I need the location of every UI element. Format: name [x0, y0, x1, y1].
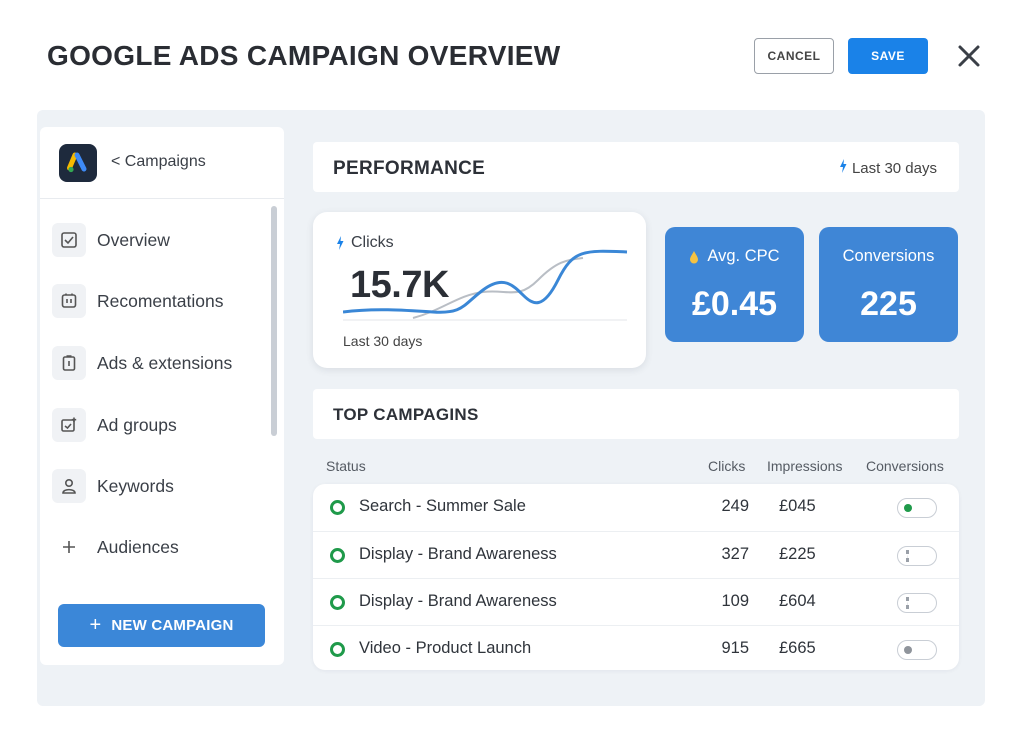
- campaign-name[interactable]: Search - Summer Sale: [359, 497, 526, 515]
- new-campaign-button[interactable]: + NEW CAMPAIGN: [58, 604, 265, 647]
- conversions-card: Conversions 225: [819, 227, 958, 342]
- new-campaign-label: NEW CAMPAIGN: [111, 617, 234, 634]
- clipboard-icon: [52, 346, 86, 380]
- table-row[interactable]: Display - Brand Awareness 109 £604: [313, 578, 959, 625]
- sidebar-item-recommendations[interactable]: Recomentations: [52, 280, 272, 322]
- cancel-button[interactable]: CANCEL: [754, 38, 834, 74]
- status-active-icon: [330, 500, 345, 515]
- back-to-campaigns-link[interactable]: < Campaigns: [111, 153, 206, 170]
- campaign-impressions: £665: [779, 639, 816, 657]
- sidebar-item-label: Ads & extensions: [97, 352, 233, 373]
- sidebar-item-label: Ad groups: [97, 414, 177, 435]
- performance-header: PERFORMANCE Last 30 days: [313, 142, 959, 192]
- close-icon[interactable]: [955, 42, 983, 70]
- conversion-toggle[interactable]: [897, 546, 937, 566]
- bolt-icon: [838, 158, 848, 178]
- plus-icon: +: [89, 614, 102, 636]
- checkbox-icon: [52, 223, 86, 257]
- sidebar-item-label: Keywords: [97, 475, 174, 496]
- clicks-label-text: Clicks: [351, 234, 394, 251]
- save-button[interactable]: SAVE: [848, 38, 928, 74]
- sidebar: < Campaigns Overview Recomentations Ads …: [40, 127, 284, 665]
- column-header-conversions[interactable]: Conversions: [866, 458, 944, 474]
- status-active-icon: [330, 595, 345, 610]
- avg-cpc-label-text: Avg. CPC: [707, 247, 780, 265]
- campaign-impressions: £604: [779, 592, 816, 610]
- toggle-knob: [906, 550, 909, 562]
- sidebar-item-overview[interactable]: Overview: [52, 219, 272, 261]
- clicks-card: Clicks 15.7K Last 30 days: [313, 212, 646, 368]
- folder-add-icon: [52, 408, 86, 442]
- avg-cpc-card: Avg. CPC £0.45: [665, 227, 804, 342]
- drop-icon: [690, 250, 699, 263]
- clicks-sub-label: Last 30 days: [343, 333, 423, 349]
- clicks-label: Clicks: [335, 234, 394, 252]
- date-range-label: Last 30 days: [851, 159, 937, 177]
- toggle-knob: [906, 597, 909, 609]
- clicks-value: 15.7K: [350, 264, 449, 306]
- conversion-toggle[interactable]: [897, 593, 937, 613]
- sidebar-scrollbar[interactable]: [271, 206, 277, 436]
- campaign-name[interactable]: Display - Brand Awareness: [359, 592, 557, 610]
- page-title: GOOGLE ADS CAMPAIGN OVERVIEW: [47, 40, 561, 71]
- lightbulb-icon: [52, 284, 86, 318]
- top-campaigns-title: TOP CAMPAGINS: [333, 405, 479, 424]
- sidebar-item-audiences[interactable]: Audiences: [52, 526, 272, 568]
- conversions-value: 225: [860, 285, 917, 323]
- google-ads-logo[interactable]: [59, 144, 97, 182]
- sidebar-item-keywords[interactable]: Keywords: [52, 465, 272, 507]
- sidebar-header: < Campaigns: [40, 127, 284, 199]
- bolt-icon: [337, 236, 344, 250]
- column-header-impressions[interactable]: Impressions: [767, 458, 843, 474]
- avg-cpc-value: £0.45: [691, 285, 778, 323]
- sidebar-item-label: Recomentations: [97, 290, 224, 311]
- conversion-toggle[interactable]: [897, 498, 937, 518]
- campaign-clicks: 915: [721, 639, 749, 657]
- conversions-label: Conversions: [842, 247, 935, 265]
- campaign-impressions: £045: [779, 497, 816, 515]
- conversion-toggle[interactable]: [897, 640, 937, 660]
- campaigns-table: Search - Summer Sale 249 £045 Display - …: [313, 484, 959, 670]
- sidebar-item-label: Audiences: [97, 536, 179, 557]
- campaign-impressions: £225: [779, 545, 816, 563]
- column-header-clicks[interactable]: Clicks: [708, 458, 746, 474]
- status-active-icon: [330, 642, 345, 657]
- column-header-status[interactable]: Status: [326, 458, 366, 474]
- table-row[interactable]: Video - Product Launch 915 £665: [313, 625, 959, 672]
- sidebar-item-ad-groups[interactable]: Ad groups: [52, 404, 272, 446]
- status-active-icon: [330, 548, 345, 563]
- plus-icon: [52, 530, 86, 564]
- campaign-clicks: 327: [721, 545, 749, 563]
- table-row[interactable]: Search - Summer Sale 249 £045: [313, 484, 959, 531]
- toggle-knob: [904, 504, 912, 512]
- table-row[interactable]: Display - Brand Awareness 327 £225: [313, 531, 959, 578]
- clicks-sparkline: [343, 249, 628, 321]
- performance-title: PERFORMANCE: [333, 158, 486, 179]
- campaign-name[interactable]: Display - Brand Awareness: [359, 545, 557, 563]
- sidebar-item-ads-extensions[interactable]: Ads & extensions: [52, 342, 272, 384]
- sidebar-item-label: Overview: [97, 229, 170, 250]
- campaign-clicks: 109: [721, 592, 749, 610]
- toggle-knob: [904, 646, 912, 654]
- campaign-clicks: 249: [721, 497, 749, 515]
- avg-cpc-label: Avg. CPC: [665, 247, 804, 266]
- person-icon: [52, 469, 86, 503]
- top-campaigns-header: TOP CAMPAGINS: [313, 389, 959, 439]
- campaign-name[interactable]: Video - Product Launch: [359, 639, 532, 657]
- date-range-selector[interactable]: Last 30 days: [838, 158, 937, 178]
